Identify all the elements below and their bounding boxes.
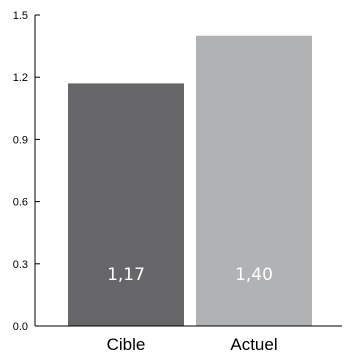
y-tick-label: 0.0 xyxy=(13,321,28,333)
labels-layer: 1,17 Cible 1,40 Actuel 0.0 0.3 0.6 0.9 1.2 1.5 xyxy=(13,10,278,354)
y-tick-label: 0.9 xyxy=(13,134,28,146)
y-tick-label: 1.5 xyxy=(13,10,28,22)
bar-value-label: 1,17 xyxy=(107,265,145,285)
bar-value-label: 1,40 xyxy=(235,265,273,285)
bars-layer xyxy=(68,35,312,326)
y-tick-label: 0.6 xyxy=(13,197,28,209)
x-tick-label: Cible xyxy=(107,335,146,354)
bar-cible xyxy=(68,83,184,326)
x-tick-label: Actuel xyxy=(230,335,277,354)
bar-actuel xyxy=(196,35,312,326)
y-tick-label: 0.3 xyxy=(13,259,28,271)
y-tick-label: 1.2 xyxy=(13,72,28,84)
axes-layer xyxy=(34,14,342,327)
